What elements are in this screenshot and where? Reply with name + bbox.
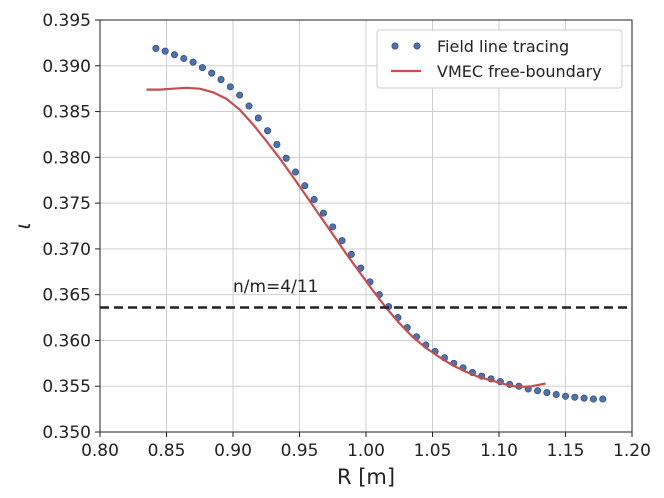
scatter-point (264, 127, 272, 135)
x-axis: 0.80 0.85 0.90 0.95 1.00 1.05 1.10 1.15 1.20 (81, 432, 651, 461)
x-tick-label: 1.15 (547, 441, 585, 461)
legend-marker-scatter (413, 42, 421, 50)
x-tick-label: 0.95 (281, 441, 319, 461)
scatter-point (170, 51, 178, 59)
y-tick-label: 0.370 (42, 240, 91, 260)
scatter-point (552, 390, 560, 398)
x-tick-label: 1.20 (613, 441, 651, 461)
scatter-point (152, 44, 160, 52)
scatter-point (217, 76, 225, 84)
scatter-point (571, 393, 579, 401)
scatter-point (273, 141, 281, 149)
scatter-point (347, 250, 355, 258)
y-tick-label: 0.385 (42, 103, 91, 123)
x-tick-label: 0.90 (214, 441, 252, 461)
scatter-point (161, 47, 169, 55)
scatter-point (329, 223, 337, 231)
legend-marker-scatter (391, 42, 399, 50)
y-tick-label: 0.390 (42, 57, 91, 77)
y-axis-label: ι (11, 222, 35, 229)
scatter-point (292, 168, 300, 176)
scatter-point (189, 58, 197, 66)
x-tick-label: 1.10 (480, 441, 518, 461)
y-tick-label: 0.375 (42, 194, 91, 214)
y-tick-label: 0.395 (42, 11, 91, 31)
y-tick-label: 0.350 (42, 423, 91, 443)
scatter-point (301, 182, 309, 190)
scatter-point (198, 64, 206, 72)
legend-box (376, 29, 623, 89)
scatter-point (580, 394, 588, 402)
scatter-point (338, 237, 346, 245)
scatter-point (599, 395, 607, 403)
y-tick-label: 0.380 (42, 148, 91, 168)
y-tick-label: 0.365 (42, 286, 91, 306)
scatter-point (561, 392, 569, 400)
scatter-point (319, 209, 327, 217)
scatter-point (310, 195, 318, 203)
x-tick-label: 0.80 (81, 441, 119, 461)
x-tick-label: 0.85 (148, 441, 186, 461)
y-axis: 0.350 0.355 0.360 0.365 0.370 0.375 0.380 0.385… (42, 11, 100, 443)
scatter-point (236, 91, 244, 99)
scatter-point (208, 69, 216, 77)
legend: Field line tracing VMEC free-boundary (376, 29, 623, 89)
legend-label: Field line tracing (437, 37, 569, 56)
scatter-point (534, 387, 542, 395)
scatter-point (245, 102, 253, 110)
scatter-point (180, 54, 188, 62)
scatter-point (282, 154, 290, 162)
y-tick-label: 0.355 (42, 377, 91, 397)
scatter-point (254, 114, 262, 122)
series-layer (100, 44, 632, 403)
x-axis-label: R [m] (337, 465, 395, 489)
scatter-point (589, 395, 597, 403)
series-line-vmec (146, 86, 546, 389)
x-tick-label: 1.00 (347, 441, 385, 461)
grid (99, 19, 633, 433)
y-tick-label: 0.360 (42, 331, 91, 351)
x-tick-label: 1.05 (414, 441, 452, 461)
scatter-point (226, 83, 234, 91)
scatter-point (543, 389, 551, 397)
legend-label: VMEC free-boundary (437, 62, 602, 81)
annotation-label: n/m=4/11 (233, 277, 318, 297)
